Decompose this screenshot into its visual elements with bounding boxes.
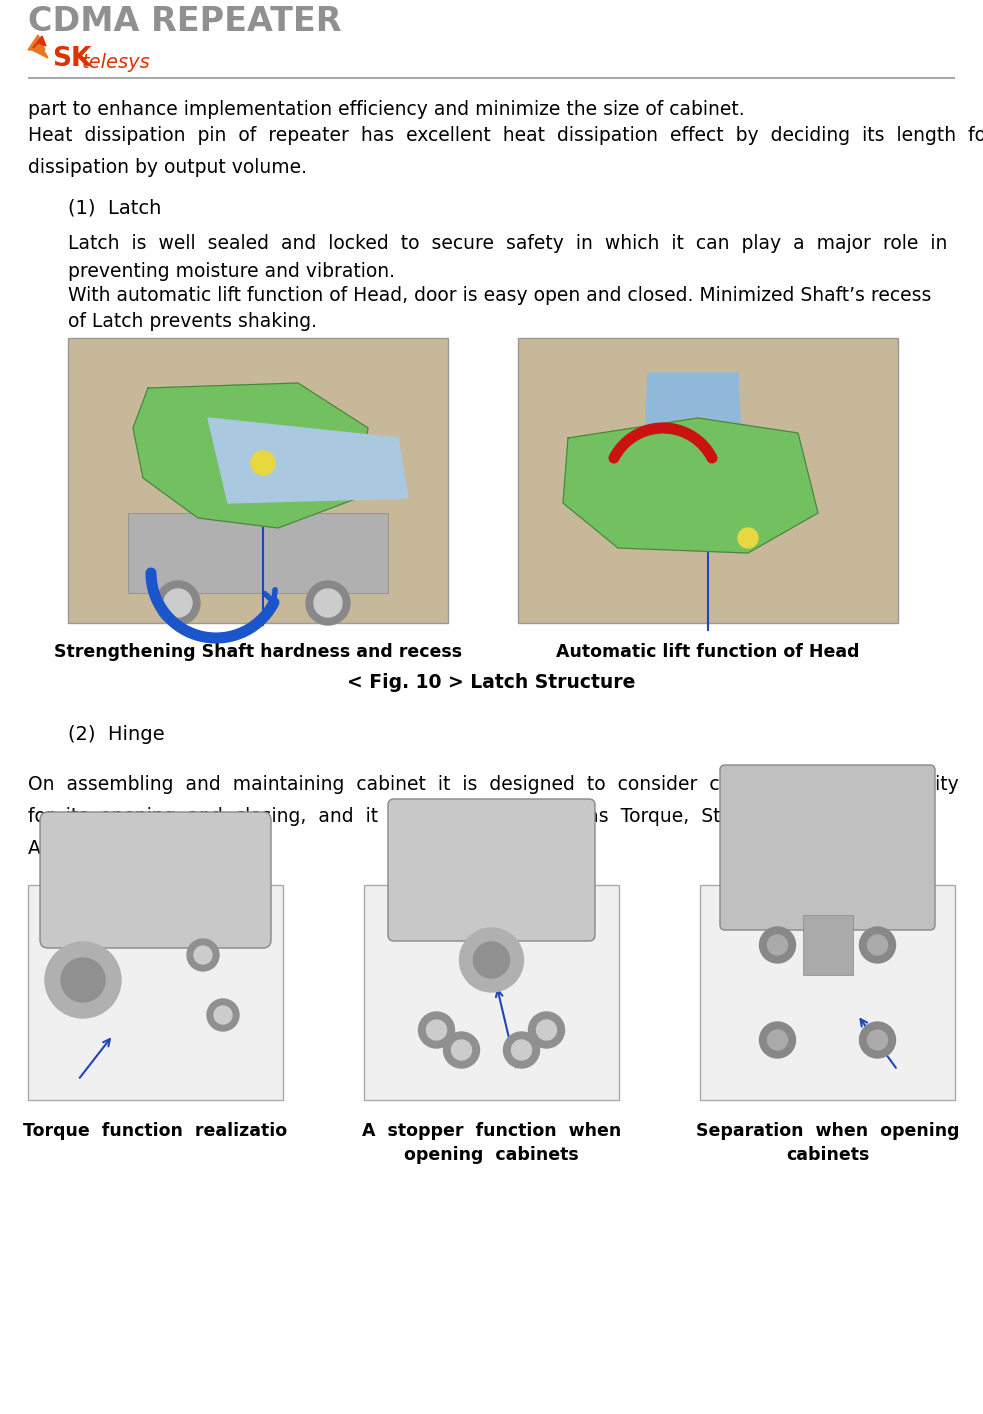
Text: Separation  when  opening: Separation when opening (696, 1121, 959, 1140)
Circle shape (187, 939, 219, 971)
Text: < Separated  angle>: < Separated angle> (746, 863, 908, 878)
Text: < Fig. 10 > Latch Structure: < Fig. 10 > Latch Structure (347, 673, 636, 691)
Polygon shape (133, 383, 368, 527)
Circle shape (251, 451, 275, 475)
Circle shape (537, 1019, 556, 1041)
FancyBboxPatch shape (720, 765, 935, 930)
Text: Latch  is  well  sealed  and  locked  to  secure  safety  in  which  it  can  pl: Latch is well sealed and locked to secur… (68, 233, 948, 253)
Text: Torque  function  realizatio: Torque function realizatio (24, 1121, 288, 1140)
Text: for  its  opening  and  closing,  and  it  has  3  merits  such  as  Torque,  St: for its opening and closing, and it has … (28, 807, 936, 826)
Text: <Torque>: <Torque> (117, 863, 194, 878)
Circle shape (443, 1032, 480, 1068)
Circle shape (194, 946, 212, 964)
Text: <Stopper>: <Stopper> (448, 863, 535, 878)
Text: opening  cabinets: opening cabinets (404, 1145, 579, 1164)
Bar (802, 915, 852, 976)
Text: of Latch prevents shaking.: of Latch prevents shaking. (68, 312, 317, 331)
Circle shape (427, 1019, 446, 1041)
Circle shape (868, 1029, 888, 1051)
Text: telesys: telesys (82, 52, 150, 72)
Text: SK: SK (52, 47, 91, 72)
Circle shape (859, 1022, 896, 1058)
Polygon shape (208, 419, 408, 503)
Circle shape (164, 590, 192, 617)
Circle shape (459, 928, 524, 993)
Circle shape (738, 527, 758, 549)
Circle shape (760, 1022, 795, 1058)
Circle shape (768, 935, 787, 954)
Circle shape (306, 581, 350, 625)
Bar (68, 338, 448, 624)
Bar (128, 513, 388, 592)
Text: part to enhance implementation efficiency and minimize the size of cabinet.: part to enhance implementation efficienc… (28, 100, 745, 119)
Text: Strengthening Shaft hardness and recess: Strengthening Shaft hardness and recess (54, 643, 462, 660)
Text: cabinets: cabinets (785, 1145, 869, 1164)
FancyBboxPatch shape (388, 799, 595, 940)
Circle shape (207, 1000, 239, 1031)
Circle shape (511, 1041, 532, 1060)
Polygon shape (33, 35, 46, 48)
Text: (1)  Latch: (1) Latch (68, 198, 161, 216)
Circle shape (419, 1012, 454, 1048)
Polygon shape (643, 373, 743, 484)
Text: preventing moisture and vibration.: preventing moisture and vibration. (68, 262, 395, 281)
Circle shape (859, 928, 896, 963)
Circle shape (451, 1041, 472, 1060)
Bar (28, 885, 283, 1100)
Circle shape (768, 1029, 787, 1051)
Circle shape (529, 1012, 564, 1048)
Circle shape (474, 942, 509, 978)
Circle shape (61, 959, 105, 1003)
Text: dissipation by output volume.: dissipation by output volume. (28, 158, 307, 177)
Bar (700, 885, 955, 1100)
Polygon shape (28, 35, 48, 58)
Text: A  stopper  function  when: A stopper function when (362, 1121, 621, 1140)
Text: With automatic lift function of Head, door is easy open and closed. Minimized Sh: With automatic lift function of Head, do… (68, 286, 931, 305)
Circle shape (156, 581, 200, 625)
Text: (2)  Hinge: (2) Hinge (68, 725, 164, 744)
Circle shape (503, 1032, 540, 1068)
Circle shape (760, 928, 795, 963)
Circle shape (314, 590, 342, 617)
Text: Automatic lift function of Head: Automatic lift function of Head (556, 643, 860, 660)
Bar (364, 885, 619, 1100)
Text: Heat  dissipation  pin  of  repeater  has  excellent  heat  dissipation  effect : Heat dissipation pin of repeater has exc… (28, 126, 983, 146)
Text: CDMA REPEATER: CDMA REPEATER (28, 6, 341, 38)
Text: On  assembling  and  maintaining  cabinet  it  is  designed  to  consider  conve: On assembling and maintaining cabinet it… (28, 775, 958, 795)
Circle shape (45, 942, 121, 1018)
Bar (518, 338, 898, 624)
Text: Angle function.: Angle function. (28, 839, 169, 858)
Circle shape (214, 1005, 232, 1024)
FancyBboxPatch shape (40, 812, 271, 947)
Circle shape (868, 935, 888, 954)
Polygon shape (563, 419, 818, 553)
